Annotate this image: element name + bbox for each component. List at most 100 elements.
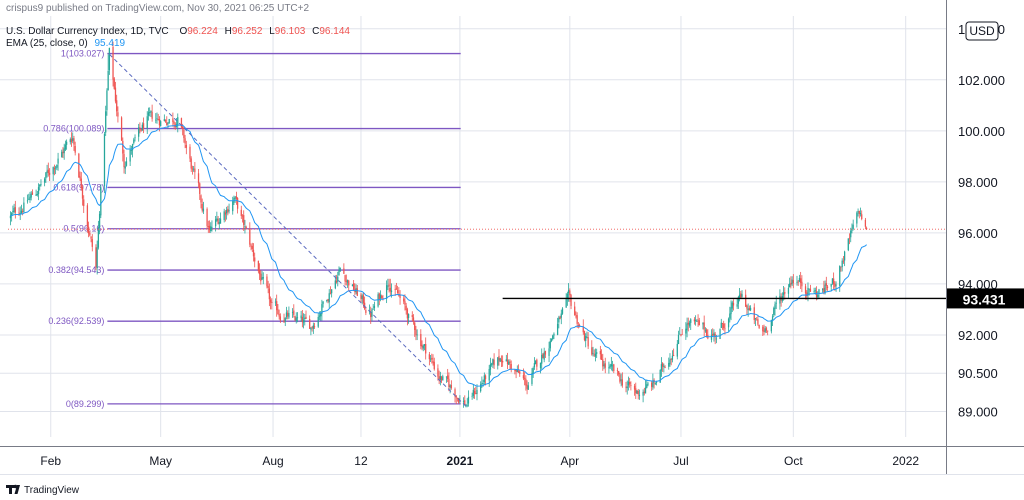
candle-body <box>472 389 474 396</box>
candle-body <box>90 236 92 239</box>
candle-body <box>720 322 722 329</box>
candle-body <box>534 360 537 364</box>
candle-body <box>197 173 200 184</box>
candle-body <box>271 301 273 303</box>
candle-body <box>351 284 354 287</box>
candle-body <box>415 329 417 336</box>
x-tick-label: Feb <box>40 454 61 468</box>
candle-body <box>642 392 644 396</box>
candle-body <box>240 209 242 216</box>
candle-body <box>420 334 422 347</box>
candle-body <box>791 279 793 285</box>
candle-body <box>47 169 49 174</box>
candle-body <box>81 187 84 199</box>
x-tick-label: Jul <box>673 454 688 468</box>
candle-body <box>48 172 51 175</box>
candle-body <box>670 358 672 360</box>
candle-body <box>859 213 862 215</box>
candle-body <box>525 378 527 386</box>
candle-body <box>227 208 229 213</box>
candle-body <box>462 401 465 402</box>
candle-body <box>411 315 413 318</box>
candle-body <box>775 302 777 304</box>
candle-body <box>516 369 518 373</box>
currency-badge[interactable] <box>965 21 999 41</box>
candle-body <box>480 384 482 392</box>
candle-body <box>754 318 757 320</box>
candle-body <box>395 288 398 290</box>
candle-body <box>36 194 38 196</box>
candle-body <box>74 146 76 153</box>
candle-body <box>814 290 816 292</box>
candle-body <box>269 299 272 303</box>
candle-body <box>497 357 499 366</box>
candle-body <box>429 358 432 360</box>
candle-body <box>582 326 584 333</box>
candle-body <box>566 293 569 299</box>
candle-body <box>377 294 379 307</box>
x-tick-label: Oct <box>784 454 803 468</box>
candle-body <box>523 377 526 379</box>
candle-body <box>390 290 393 293</box>
candle-body <box>30 193 32 198</box>
drawing-lines[interactable]: 93.431 <box>8 53 1024 407</box>
candle-body <box>200 195 202 203</box>
candle-body <box>602 359 604 367</box>
candle-body <box>9 215 12 219</box>
candle-body <box>447 375 449 379</box>
candle-body <box>103 134 106 187</box>
candle-body <box>334 280 336 289</box>
candle-body <box>422 345 424 349</box>
candle-body <box>824 284 826 294</box>
candle-body <box>567 290 570 293</box>
candle-body <box>378 293 380 300</box>
candle-body <box>274 301 277 303</box>
candle-body <box>611 365 614 367</box>
fib-level-label: 0.786(100.089) <box>43 124 104 134</box>
candle-body <box>570 294 572 306</box>
candle-body <box>437 368 439 377</box>
candle-body <box>385 285 388 299</box>
candle-body <box>488 368 490 381</box>
fib-level-label: 0.382(94.543) <box>48 265 104 275</box>
candle-body <box>842 260 845 262</box>
candle-body <box>163 119 165 121</box>
candle-body <box>381 295 383 299</box>
candle-body <box>201 203 203 211</box>
candle-body <box>526 384 528 389</box>
candle-body <box>321 304 323 315</box>
candle-body <box>499 358 501 362</box>
candle-body <box>138 127 140 137</box>
ohlc-open-value: 96.224 <box>187 26 218 37</box>
candle-body <box>276 301 278 311</box>
fib-retracement[interactable]: 1(103.027) 0.786(100.089) 0.618(97.78) 0.5(… <box>43 49 461 409</box>
candle-body <box>847 238 849 251</box>
candle-body <box>694 319 697 321</box>
candle-body <box>39 184 41 187</box>
candle-body <box>223 211 225 220</box>
candle-body <box>560 313 562 318</box>
candle-body <box>593 354 595 356</box>
candle-body <box>158 119 161 126</box>
candle-body <box>97 227 100 248</box>
candle-body <box>789 283 791 288</box>
candle-body <box>500 359 503 362</box>
candle-body <box>484 375 487 380</box>
candle-body <box>798 278 801 282</box>
candle-body <box>283 320 285 323</box>
candle-body <box>180 118 183 128</box>
candle-body <box>241 215 244 217</box>
candle-body <box>748 308 751 311</box>
candle-body <box>565 298 567 308</box>
candle-body <box>652 380 654 388</box>
candle-body <box>856 212 858 224</box>
candle-body <box>407 313 410 318</box>
candle-body <box>371 309 373 317</box>
candle-body <box>114 87 117 102</box>
candle-body <box>190 158 192 169</box>
candle-body <box>548 348 550 356</box>
candle-body <box>552 335 554 339</box>
candle-body <box>800 278 802 283</box>
candle-body <box>498 355 500 361</box>
candle-body <box>687 322 689 325</box>
